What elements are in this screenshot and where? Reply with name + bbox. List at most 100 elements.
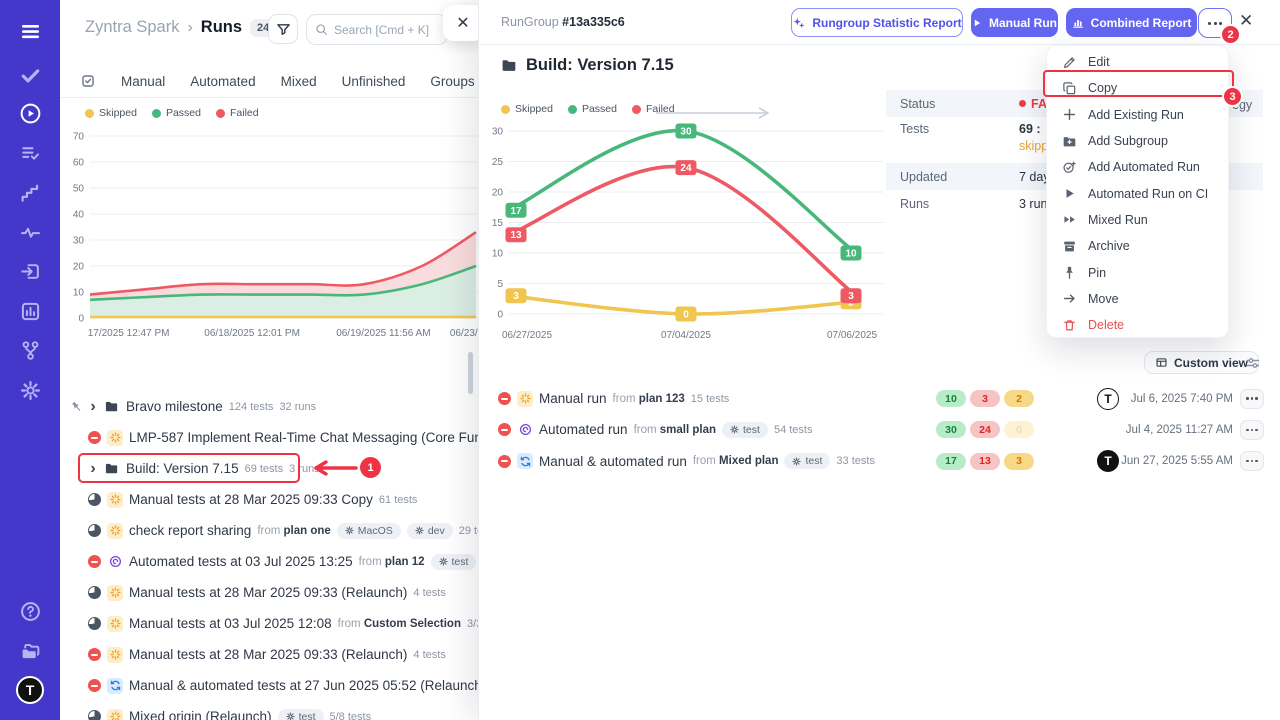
failed-count: 13: [970, 452, 1000, 470]
rungroup-statistic-report-button[interactable]: Rungroup Statistic Report: [791, 8, 963, 37]
scrollbar[interactable]: [468, 352, 473, 394]
row-more-button[interactable]: [1240, 451, 1264, 472]
list-item[interactable]: Manual tests at 28 Mar 2025 09:33 (Relau…: [68, 577, 478, 608]
search-input[interactable]: [334, 22, 434, 37]
assignee-avatar[interactable]: T: [1097, 450, 1119, 473]
manual-run-button[interactable]: Manual Run: [971, 8, 1058, 37]
run-title[interactable]: Manual tests at 28 Mar 2025 09:33 (Relau…: [129, 647, 408, 662]
list-item[interactable]: Manual & automated tests at 27 Jun 2025 …: [68, 670, 478, 701]
menu-item-delete[interactable]: Delete: [1047, 312, 1228, 338]
menu-item-archive[interactable]: Archive: [1047, 233, 1228, 259]
run-title[interactable]: check report sharing: [129, 523, 252, 538]
list-item[interactable]: Manual run from plan 123 15 tests 10 3 2 T Jul …: [491, 383, 1268, 414]
list-item[interactable]: Manual tests at 28 Mar 2025 09:33 (Relau…: [68, 639, 478, 670]
menu-item-move[interactable]: Move: [1047, 286, 1228, 312]
user-avatar[interactable]: T: [16, 676, 44, 704]
list-item[interactable]: Mixed origin (Relaunch) test 5/8 tests: [68, 701, 478, 720]
tests-total: 69 :: [1019, 122, 1041, 136]
list-item[interactable]: Manual tests at 28 Mar 2025 09:33 Copy 61…: [68, 484, 478, 515]
tab-automated[interactable]: Automated: [190, 73, 256, 89]
svg-text:06/18/2025 12:01 PM: 06/18/2025 12:01 PM: [204, 328, 300, 339]
runs-panel: Zyntra Spark › Runs 243 ✕ Manual Automate…: [60, 0, 478, 720]
view-settings-icon[interactable]: [1245, 355, 1261, 376]
assignee-avatar[interactable]: T: [1097, 387, 1119, 410]
legend-item: Skipped: [501, 103, 553, 115]
combined-report-button[interactable]: Combined Report: [1066, 8, 1197, 37]
run-title[interactable]: Mixed origin (Relaunch): [129, 709, 272, 720]
search-box[interactable]: [306, 14, 448, 45]
projects-folder-icon[interactable]: [17, 638, 43, 664]
chevron-right-icon[interactable]: ›: [90, 397, 96, 415]
panel-close-button[interactable]: ✕: [443, 5, 478, 41]
run-title[interactable]: Manual run: [539, 391, 607, 406]
tab-mixed[interactable]: Mixed: [280, 73, 317, 89]
run-title[interactable]: Manual tests at 28 Mar 2025 09:33 (Relau…: [129, 585, 408, 600]
tests-check-icon[interactable]: [17, 62, 43, 88]
menu-item-mixed-run[interactable]: Mixed Run: [1047, 207, 1228, 233]
menu-item-add-subgroup[interactable]: Add Subgroup: [1047, 128, 1228, 154]
milestones-icon[interactable]: [17, 180, 43, 206]
menu-icon[interactable]: [17, 18, 43, 44]
run-meta: 124 tests: [228, 400, 274, 413]
settings-gear-icon[interactable]: [17, 377, 43, 403]
list-item[interactable]: › Build: Version 7.15 69 tests 3 runs: [68, 453, 478, 484]
gear-icon: [438, 557, 448, 566]
run-title[interactable]: Manual tests at 03 Jul 2025 12:08: [129, 616, 332, 631]
help-icon[interactable]: [17, 598, 43, 624]
tab-manual[interactable]: Manual: [121, 73, 166, 89]
svg-text:24: 24: [680, 163, 692, 174]
import-icon[interactable]: [17, 258, 43, 284]
list-item[interactable]: Automated tests at 03 Jul 2025 13:25 from…: [68, 546, 478, 577]
passed-count: 10: [936, 390, 966, 407]
tab-groups[interactable]: Groups: [430, 73, 475, 89]
pulse-icon[interactable]: [17, 219, 43, 245]
analytics-icon[interactable]: [17, 298, 43, 324]
menu-item-add-existing-run[interactable]: Add Existing Run: [1047, 102, 1228, 128]
status-partial-icon: [88, 524, 101, 537]
list-item[interactable]: LMP-587 Implement Real-Time Chat Messagi…: [68, 422, 478, 453]
legend-dot-icon: [151, 108, 161, 118]
row-more-button[interactable]: [1240, 419, 1264, 440]
run-title[interactable]: Bravo milestone: [126, 399, 223, 414]
run-meta: 69 tests: [244, 462, 284, 475]
status-partial-icon: [88, 586, 101, 599]
chevron-right-icon[interactable]: ›: [90, 459, 96, 477]
svg-text:5: 5: [497, 279, 503, 290]
list-item[interactable]: Manual & automated run from Mixed plan tes…: [491, 446, 1268, 477]
menu-item-pin[interactable]: Pin: [1047, 259, 1228, 285]
run-title[interactable]: LMP-587 Implement Real-Time Chat Messagi…: [129, 430, 478, 445]
run-title[interactable]: Automated tests at 03 Jul 2025 13:25: [129, 554, 353, 569]
branch-icon[interactable]: [17, 337, 43, 363]
breadcrumb-project[interactable]: Zyntra Spark: [85, 18, 180, 36]
annotation-step-1: 1: [360, 457, 381, 478]
list-item[interactable]: Manual tests at 03 Jul 2025 12:08 from Cu…: [68, 608, 478, 639]
env-tag: test: [722, 421, 768, 438]
list-item[interactable]: › Bravo milestone 124 tests 32 runs: [68, 391, 478, 422]
svg-text:06/27/2025: 06/27/2025: [502, 330, 552, 341]
list-item[interactable]: check report sharing from plan one MacOS de…: [68, 515, 478, 546]
rungroup-chart: 0510152025303021324317301006/27/202507/0…: [479, 118, 903, 353]
menu-item-edit[interactable]: Edit: [1047, 49, 1228, 75]
failed-count: 24: [970, 421, 1000, 439]
custom-view-button[interactable]: Custom view: [1144, 351, 1260, 374]
run-title[interactable]: Manual & automated run: [539, 453, 687, 469]
runs-play-icon[interactable]: [17, 100, 43, 126]
tab-unfinished[interactable]: Unfinished: [341, 73, 406, 89]
menu-item-copy[interactable]: Copy: [1047, 75, 1228, 101]
run-title[interactable]: Automated run: [539, 422, 628, 438]
filter-button[interactable]: [268, 14, 298, 44]
menu-item-automated-run-on-ci[interactable]: Automated Run on CI: [1047, 180, 1228, 206]
row-more-button[interactable]: [1240, 388, 1264, 409]
run-title[interactable]: Manual & automated tests at 27 Jun 2025 …: [129, 678, 478, 693]
legend-item: Passed: [567, 103, 617, 115]
svg-text:50: 50: [73, 184, 85, 195]
list-item[interactable]: Automated run from small plan test 54 tests…: [491, 414, 1268, 445]
modal-close-button[interactable]: ✕: [1239, 11, 1253, 31]
test-plans-icon[interactable]: [17, 140, 43, 166]
passed-count: 30: [936, 421, 966, 439]
menu-item-add-automated-run[interactable]: Add Automated Run: [1047, 154, 1228, 180]
runs-group-icon[interactable]: [80, 73, 96, 89]
funnel-icon: [276, 22, 291, 37]
run-title[interactable]: Manual tests at 28 Mar 2025 09:33 Copy: [129, 492, 373, 507]
run-title[interactable]: Build: Version 7.15: [126, 461, 239, 476]
